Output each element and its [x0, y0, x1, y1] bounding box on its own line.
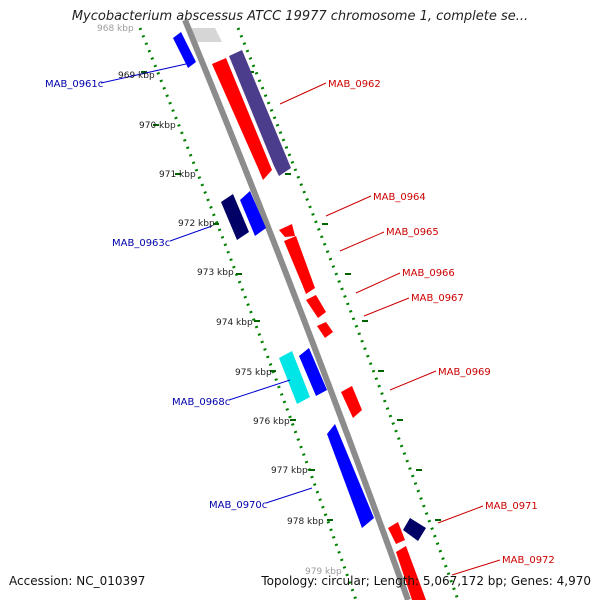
reverse-leader-lines — [100, 63, 313, 504]
forward-gene-labels: MAB_0962 MAB_0964 MAB_0965 MAB_0966 MAB_… — [328, 79, 555, 566]
gene-label-mab-0966[interactable]: MAB_0966 — [402, 268, 455, 279]
tick-labels: 968 kbp 969 kbp 970 kbp 971 kbp 972 kbp … — [97, 24, 342, 577]
tick-label: 977 kbp — [271, 466, 308, 476]
accession-text: Accession: NC_010397 — [9, 574, 146, 588]
tick-label: 969 kbp — [118, 71, 155, 81]
gene-mab-0962-a[interactable] — [212, 58, 272, 180]
gene-mab-0970c[interactable] — [327, 424, 374, 528]
gene-mab-0965-b[interactable] — [284, 236, 315, 294]
tick-label: 974 kbp — [216, 318, 253, 328]
forward-leader-lines — [279, 82, 501, 576]
gene-mab-0963c-a[interactable] — [221, 194, 249, 240]
gene-mab-0971[interactable] — [388, 522, 405, 544]
gene-mab-0968c-a[interactable] — [279, 351, 310, 404]
gene-label-mab-0971[interactable]: MAB_0971 — [485, 501, 538, 512]
tick-label: 975 kbp — [235, 368, 272, 378]
gene-label-mab-0969[interactable]: MAB_0969 — [438, 367, 491, 378]
gene-label-mab-0962[interactable]: MAB_0962 — [328, 79, 381, 90]
gene-mab-0965-a[interactable] — [279, 224, 295, 237]
gene-label-mab-0967[interactable]: MAB_0967 — [411, 293, 464, 304]
tick-label: 972 kbp — [178, 219, 215, 229]
topology-text: Topology: circular; Length: 5,067,172 bp… — [261, 574, 591, 588]
gene-label-mab-0961c[interactable]: MAB_0961c — [45, 79, 103, 90]
gene-mab-0969[interactable] — [341, 386, 362, 418]
tick-label: 979 kbp — [305, 567, 342, 577]
tick-label: 973 kbp — [197, 268, 234, 278]
gene-label-mab-0965[interactable]: MAB_0965 — [386, 227, 439, 238]
tick-label: 978 kbp — [287, 517, 324, 527]
genome-backbone — [182, 18, 411, 600]
ring-major-ticks — [141, 71, 441, 521]
gene-label-mab-0968c[interactable]: MAB_0968c — [172, 397, 230, 408]
gene-mab-0968c-b[interactable] — [299, 348, 327, 396]
gene-label-mab-0964[interactable]: MAB_0964 — [373, 192, 426, 203]
tick-label: 970 kbp — [139, 121, 176, 131]
gene-label-mab-0963c[interactable]: MAB_0963c — [112, 238, 170, 249]
tick-label: 968 kbp — [97, 24, 134, 34]
tick-label: 976 kbp — [253, 417, 290, 427]
outer-tick-ring — [236, 27, 460, 600]
tick-label: 971 kbp — [159, 170, 196, 180]
gene-label-mab-0972[interactable]: MAB_0972 — [502, 555, 555, 566]
gene-label-mab-0970c[interactable]: MAB_0970c — [209, 500, 267, 511]
gene-mab-0967[interactable] — [317, 322, 333, 338]
gene-mab-0962-b[interactable] — [229, 50, 291, 176]
gene-mab-0966[interactable] — [306, 295, 326, 318]
gene-mab-0971c[interactable] — [403, 518, 426, 541]
gene-mab-0963c-b[interactable] — [240, 191, 266, 236]
reverse-gene-labels: MAB_0961c MAB_0963c MAB_0968c MAB_0970c — [45, 79, 267, 511]
gene-mab-0961c[interactable] — [173, 32, 196, 68]
gene-mab-0972[interactable] — [396, 546, 426, 600]
